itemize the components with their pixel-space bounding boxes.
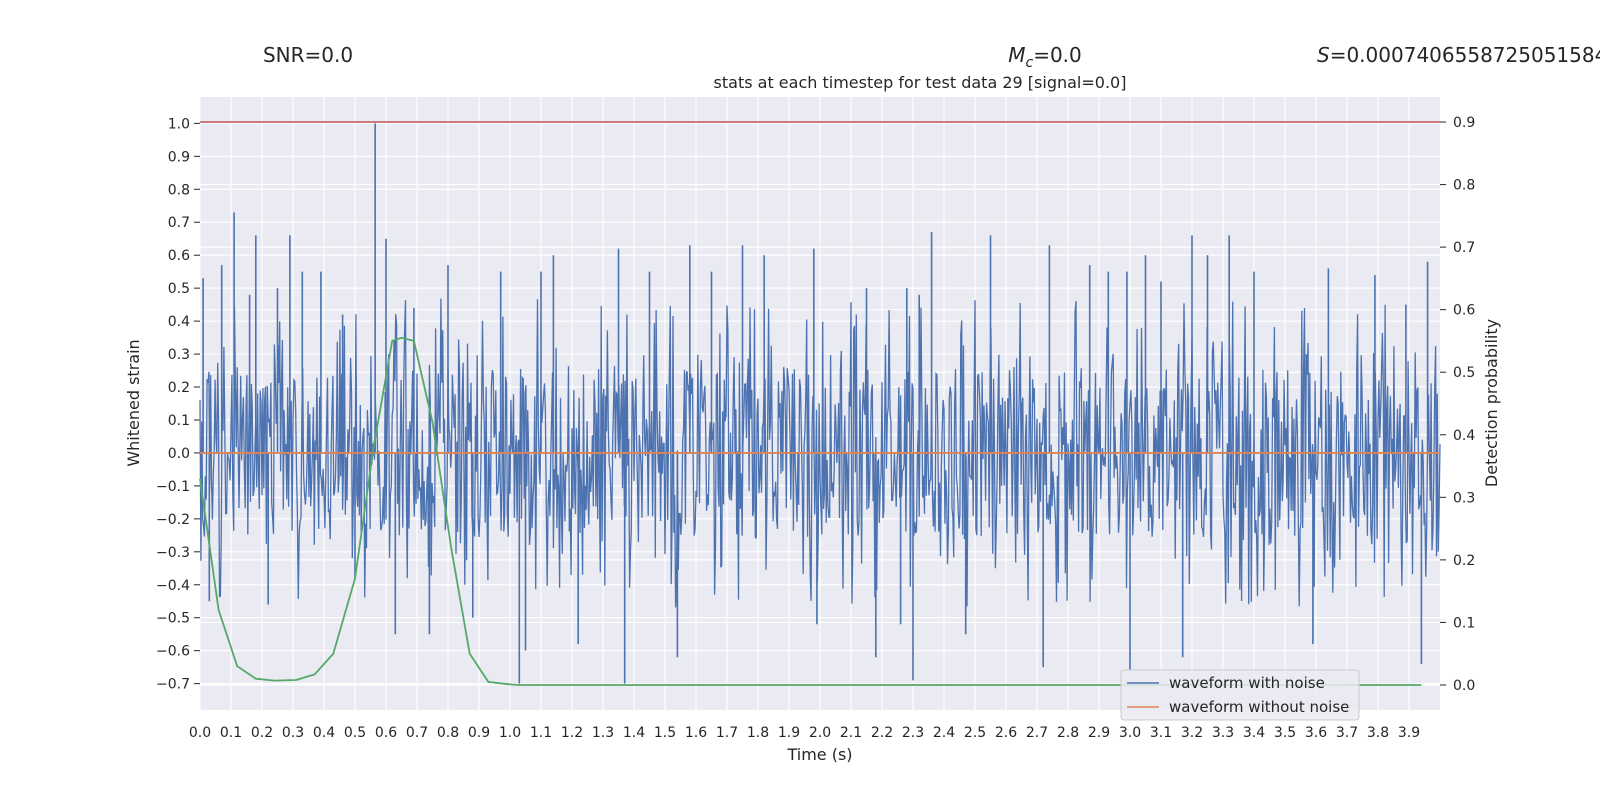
x-tick-label: 3.1 — [1150, 725, 1172, 741]
left-tick-label: 0.9 — [168, 149, 190, 165]
x-tick-label: 2.2 — [871, 725, 893, 741]
left-tick-label: 0.3 — [168, 347, 190, 363]
x-tick-label: 2.5 — [964, 725, 986, 741]
s-label: S=0.0007406558725051584 — [1317, 43, 1600, 67]
right-tick-label: 0.9 — [1453, 115, 1475, 131]
left-tick-label: 0.1 — [168, 413, 190, 429]
right-axis-label: Detection probability — [1482, 319, 1501, 487]
right-tick-label: 0.4 — [1453, 428, 1475, 444]
x-tick-label: 2.0 — [809, 725, 831, 741]
x-tick-label: 1.7 — [716, 725, 738, 741]
x-tick-label: 3.2 — [1181, 725, 1203, 741]
s-symbol: S — [1317, 43, 1330, 67]
right-tick-label: 0.3 — [1453, 490, 1475, 506]
x-tick-label: 1.9 — [778, 725, 800, 741]
x-tick-label: 1.1 — [530, 725, 552, 741]
x-tick-label: 1.5 — [654, 725, 676, 741]
left-tick-label: −0.7 — [156, 677, 190, 693]
left-axis-label: Whitened strain — [124, 339, 143, 466]
mc-symbol: M — [1008, 43, 1025, 67]
x-tick-label: 2.4 — [933, 725, 955, 741]
x-tick-label: 3.3 — [1212, 725, 1234, 741]
x-tick-label: 0.9 — [468, 725, 490, 741]
left-tick-label: −0.2 — [156, 512, 190, 528]
x-tick-label: 0.2 — [251, 725, 273, 741]
x-tick-label: 1.4 — [623, 725, 645, 741]
left-tick-label: 0.7 — [168, 215, 190, 231]
x-tick-label: 2.6 — [995, 725, 1017, 741]
mc-label: Mc=0.0 — [1008, 43, 1082, 71]
right-tick-label: 0.5 — [1453, 365, 1475, 381]
right-tick-label: 0.0 — [1453, 678, 1475, 694]
left-tick-label: 0.6 — [168, 248, 190, 264]
legend-label-clean: waveform without noise — [1169, 698, 1349, 716]
x-tick-label: 2.3 — [902, 725, 924, 741]
right-tick-label: 0.2 — [1453, 553, 1475, 569]
x-tick-label: 0.1 — [220, 725, 242, 741]
x-axis-ticks: 0.0 0.1 0.2 0.3 0.4 0.5 0.6 0.7 0.8 0.9 1.0 1.1 1.2 1… — [189, 725, 1420, 741]
x-tick-label: 1.6 — [685, 725, 707, 741]
left-tick-label: −0.3 — [156, 545, 190, 561]
x-tick-label: 2.1 — [840, 725, 862, 741]
series-detection-probability — [199, 336, 1422, 686]
chart-title: stats at each timestep for test data 29 … — [714, 73, 1127, 92]
x-tick-label: 3.9 — [1398, 725, 1420, 741]
left-tick-label: −0.1 — [156, 479, 190, 495]
left-tick-label: 0.2 — [168, 380, 190, 396]
x-tick-label: 3.4 — [1243, 725, 1265, 741]
right-tick-label: 0.8 — [1453, 178, 1475, 194]
mc-value: =0.0 — [1033, 43, 1082, 67]
right-tick-label: 0.7 — [1453, 240, 1475, 256]
x-tick-label: 0.7 — [406, 725, 428, 741]
legend: waveform with noise waveform without noi… — [1120, 669, 1360, 721]
x-tick-label: 2.9 — [1088, 725, 1110, 741]
x-tick-label: 2.7 — [1026, 725, 1048, 741]
legend-label-noise: waveform with noise — [1169, 674, 1325, 692]
legend-box — [1120, 669, 1360, 721]
x-tick-label: 1.2 — [561, 725, 583, 741]
x-tick-label: 0.0 — [189, 725, 211, 741]
series-waveform-with-noise — [199, 298, 1441, 608]
x-tick-label: 1.3 — [592, 725, 614, 741]
right-tick-label: 0.6 — [1453, 303, 1475, 319]
x-tick-label: 0.8 — [437, 725, 459, 741]
left-tick-label: −0.4 — [156, 578, 190, 594]
x-tick-label: 0.6 — [375, 725, 397, 741]
x-tick-label: 3.0 — [1119, 725, 1141, 741]
left-axis-ticks: 1.0 0.9 0.8 0.7 0.6 0.5 0.4 0.3 0.2 0.1 0.0 −0.1 −0.… — [156, 116, 200, 693]
right-tick-label: 0.1 — [1453, 615, 1475, 631]
x-tick-label: 1.0 — [499, 725, 521, 741]
left-tick-label: −0.6 — [156, 644, 190, 660]
x-axis-label: Time (s) — [786, 745, 852, 764]
series-layer — [199, 121, 1441, 686]
x-tick-label: 1.8 — [747, 725, 769, 741]
left-tick-label: 0.8 — [168, 182, 190, 198]
x-tick-label: 0.3 — [282, 725, 304, 741]
left-tick-label: 1.0 — [168, 116, 190, 132]
x-tick-label: 0.4 — [313, 725, 335, 741]
mc-subscript: c — [1025, 55, 1033, 71]
x-tick-label: 3.6 — [1305, 725, 1327, 741]
x-tick-label: 0.5 — [344, 725, 366, 741]
x-tick-label: 3.7 — [1336, 725, 1358, 741]
x-tick-label: 2.8 — [1057, 725, 1079, 741]
x-tick-label: 3.5 — [1274, 725, 1296, 741]
left-tick-label: 0.4 — [168, 314, 190, 330]
snr-label: SNR=0.0 — [263, 43, 353, 67]
right-axis-ticks: 0.9 0.8 0.7 0.6 0.5 0.4 0.3 0.2 0.1 0.0 — [1440, 115, 1475, 694]
x-tick-label: 3.8 — [1367, 725, 1389, 741]
s-value: =0.0007406558725051584 — [1330, 43, 1600, 67]
left-tick-label: 0.0 — [168, 446, 190, 462]
left-tick-label: 0.5 — [168, 281, 190, 297]
left-tick-label: −0.5 — [156, 611, 190, 627]
